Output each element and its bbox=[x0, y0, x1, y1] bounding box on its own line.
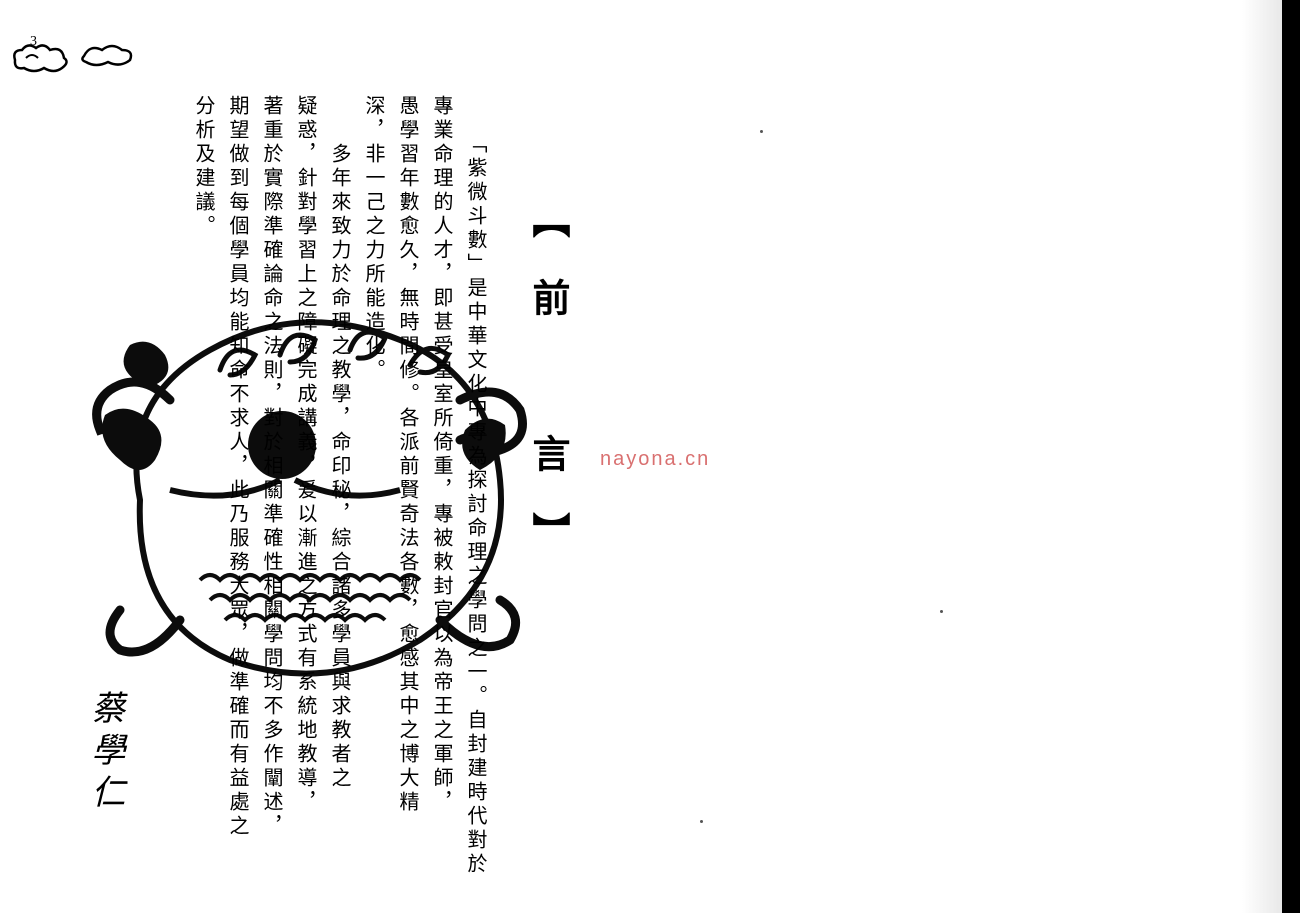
text-column: 疑惑，針對學習上之障礙完成講義，爰以漸進之方式有系統地教導， bbox=[295, 95, 315, 785]
scan-shadow bbox=[1242, 0, 1282, 913]
section-title: 【前 言】 bbox=[520, 200, 575, 590]
text-column: 期望做到每個學員均能知命不求人，此乃服務大眾，做準確而有益處之 bbox=[227, 95, 247, 785]
author-signature: 蔡學仁 bbox=[80, 690, 129, 816]
text-column: 專業命理的人才，即甚受皇室所倚重，專被敕封官以為帝王之軍師， bbox=[431, 95, 451, 785]
cloud-ornament-left bbox=[10, 40, 72, 76]
text-column: 多年來致力於命理之教學，命印秘，綜合諸多學員與求教者之 bbox=[329, 95, 349, 785]
watermark-text: nayona.cn bbox=[600, 448, 710, 471]
scan-speck bbox=[760, 130, 763, 133]
text-column: 著重於實際準確論命之法則，對於相關準確性相關學問均不多作闡述， bbox=[261, 95, 281, 785]
page-number: 3 bbox=[30, 34, 37, 50]
scan-speck bbox=[940, 610, 943, 613]
text-column: 愚學習年數愈久，無時間修。各派前賢奇法各數，愈感其中之博大精 bbox=[397, 95, 417, 785]
preface-text: 「紫微斗數」是中華文化中專為探討命理之學問之一。自封建時代對於專業命理的人才，即… bbox=[125, 95, 485, 795]
text-column: 分析及建議。 bbox=[193, 95, 213, 785]
scanned-page: 3 【前 言】 「紫微斗數」是中華文 bbox=[0, 0, 1300, 913]
text-column: 深，非一己之力所能造化。 bbox=[363, 95, 383, 785]
text-column: 「紫微斗數」是中華文化中專為探討命理之學問之一。自封建時代對於 bbox=[465, 95, 485, 785]
scan-speck bbox=[700, 820, 703, 823]
cloud-ornament-right bbox=[80, 40, 136, 68]
scan-edge-strip bbox=[1282, 0, 1300, 913]
